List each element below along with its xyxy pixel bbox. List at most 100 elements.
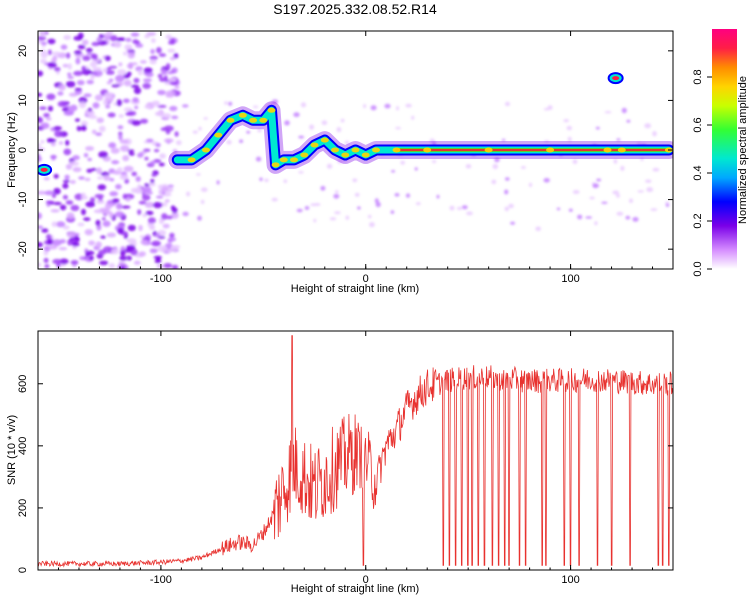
snr-panel: -100 0 100 0 200 400 600 Height of straight li… xyxy=(6,330,674,595)
noise-blob xyxy=(107,112,116,118)
noise-blob xyxy=(161,71,168,75)
noise-blob xyxy=(144,156,149,161)
noise-blob xyxy=(70,204,80,212)
noise-blob xyxy=(520,166,526,169)
noise-blob xyxy=(172,149,178,154)
ridge-hotspot xyxy=(259,117,268,123)
noise-blob xyxy=(568,208,573,212)
noise-blob xyxy=(143,67,153,74)
noise-blob xyxy=(130,187,140,194)
noise-blob xyxy=(99,260,109,266)
noise-blob xyxy=(466,211,473,216)
colorbar-tick-label: 0.0 xyxy=(692,261,704,276)
noise-blob xyxy=(528,182,533,187)
ridge-hotspot xyxy=(238,112,247,118)
noise-blob xyxy=(107,200,114,204)
noise-blob xyxy=(632,217,639,222)
noise-blob xyxy=(604,111,612,114)
noise-blob xyxy=(38,92,43,97)
noise-blob xyxy=(167,48,176,53)
noise-blob xyxy=(65,139,70,146)
noise-blob xyxy=(93,70,103,77)
noise-blob xyxy=(259,177,263,181)
noise-blob xyxy=(82,55,91,61)
noise-blob xyxy=(110,147,120,154)
noise-blob xyxy=(535,226,541,232)
snr-y-tick-label: 600 xyxy=(17,375,29,393)
noise-blob xyxy=(117,69,127,76)
noise-blob xyxy=(47,105,54,112)
noise-blob xyxy=(57,101,67,107)
noise-blob xyxy=(95,209,102,213)
noise-blob xyxy=(74,50,82,55)
noise-blob xyxy=(167,249,172,253)
noise-blob xyxy=(118,133,123,141)
noise-blob xyxy=(162,113,172,119)
snr-x-tick-label: -100 xyxy=(150,574,172,586)
noise-blob xyxy=(629,198,633,204)
noise-blob xyxy=(112,198,120,203)
noise-blob xyxy=(390,210,395,215)
noise-blob xyxy=(118,114,124,118)
noise-blob xyxy=(126,63,134,69)
noise-blob xyxy=(414,167,418,171)
noise-blob xyxy=(119,255,127,261)
noise-blob xyxy=(40,140,45,144)
noise-blob xyxy=(284,120,290,126)
noise-blob xyxy=(49,138,57,143)
noise-blob xyxy=(149,59,157,65)
noise-blob xyxy=(616,138,621,141)
noise-blob xyxy=(121,205,131,209)
noise-blob xyxy=(86,168,93,173)
noise-blob xyxy=(621,107,627,114)
noise-blob xyxy=(167,71,174,75)
noise-blob xyxy=(298,171,304,174)
noise-blob xyxy=(108,65,118,69)
noise-blob xyxy=(150,222,155,229)
noise-blob xyxy=(108,142,117,149)
noise-blob xyxy=(103,175,111,181)
noise-blob xyxy=(321,120,328,125)
noise-blob xyxy=(162,223,170,229)
noise-blob xyxy=(333,193,340,199)
noise-blob xyxy=(38,35,47,41)
noise-blob xyxy=(300,102,307,108)
noise-blob xyxy=(155,142,161,148)
noise-blob xyxy=(39,106,47,110)
ridge-hotspot xyxy=(290,157,298,163)
noise-blob xyxy=(449,205,455,211)
noise-blob xyxy=(563,119,569,123)
noise-blob xyxy=(596,178,602,182)
noise-blob xyxy=(123,51,128,56)
colorbar-scale xyxy=(712,29,737,269)
noise-blob xyxy=(106,67,112,71)
noise-blob xyxy=(155,232,160,238)
noise-blob xyxy=(239,139,244,143)
noise-blob xyxy=(65,200,74,205)
noise-blob xyxy=(148,182,156,187)
side-feature-core xyxy=(612,76,620,81)
noise-blob xyxy=(138,200,147,205)
ridge-hotspot xyxy=(249,117,258,123)
noise-blob xyxy=(75,57,81,65)
colorbar-tick-label: 0.4 xyxy=(692,165,704,180)
noise-blob xyxy=(90,53,96,60)
noise-blob xyxy=(132,97,139,103)
noise-blob xyxy=(91,129,97,135)
noise-blob xyxy=(122,193,128,200)
noise-blob xyxy=(216,180,220,185)
noise-blob xyxy=(144,34,151,39)
noise-blob xyxy=(50,209,60,213)
noise-blob xyxy=(544,108,549,111)
noise-blob xyxy=(169,56,176,61)
noise-blob xyxy=(167,238,173,244)
noise-blob xyxy=(139,235,146,239)
noise-blob xyxy=(40,122,50,129)
noise-blob xyxy=(168,41,176,45)
noise-blob xyxy=(246,130,251,134)
noise-blob xyxy=(153,159,162,163)
noise-blob xyxy=(304,206,310,210)
noise-blob xyxy=(63,148,72,156)
noise-blob xyxy=(116,99,123,107)
